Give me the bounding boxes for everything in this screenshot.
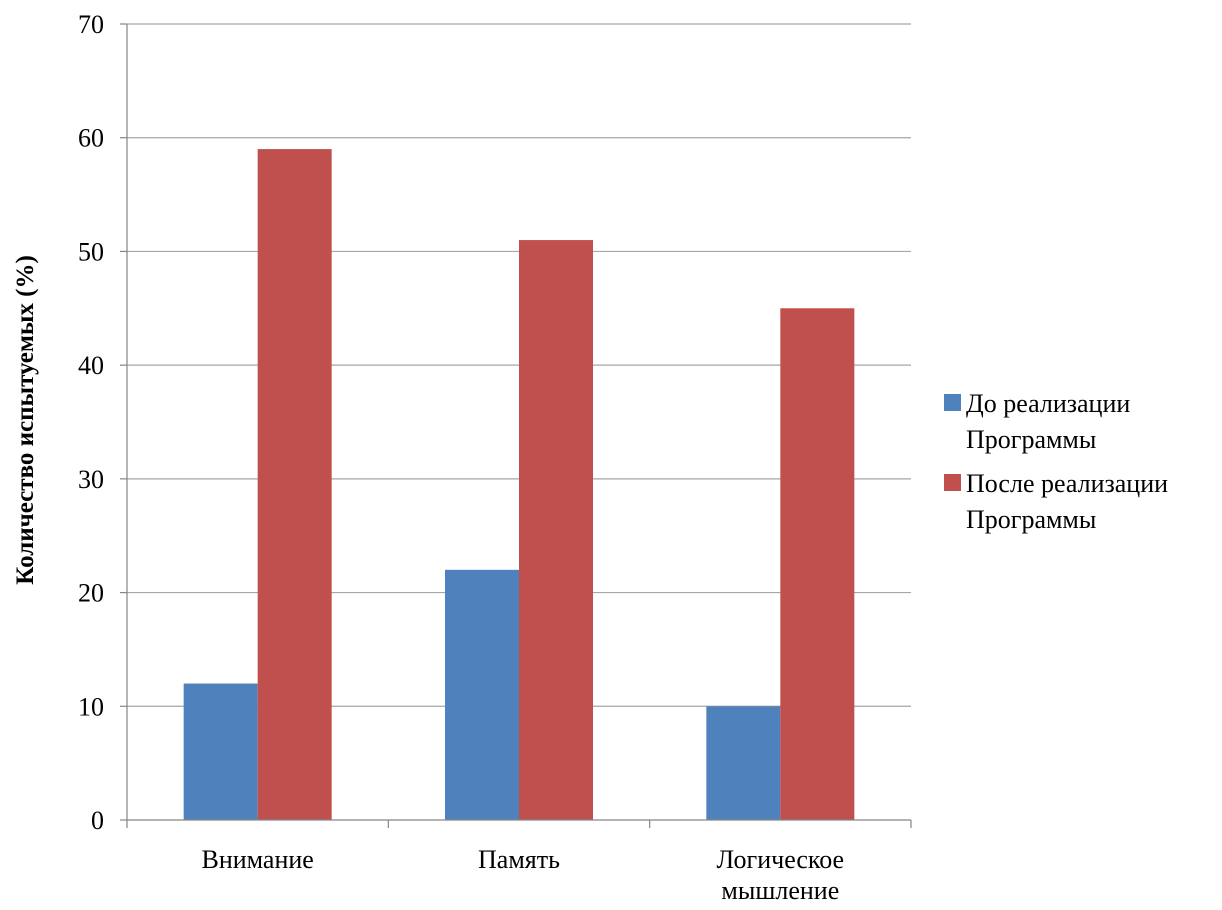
y-tick-label: 40	[78, 351, 104, 380]
legend-label: После реализации Программы	[966, 469, 1168, 534]
y-tick-label: 60	[78, 124, 104, 153]
bar-before-3	[706, 706, 781, 820]
bars	[183, 149, 855, 821]
legend-swatch	[944, 394, 961, 411]
bar-after-3	[780, 308, 855, 820]
bar-before-1	[183, 683, 258, 820]
y-tick-label: 0	[91, 806, 104, 835]
y-tick-label: 50	[78, 237, 104, 266]
y-axis-label: Количество испытуемых (%)	[12, 255, 39, 585]
bar-after-1	[257, 149, 332, 821]
y-tick-label: 20	[78, 579, 104, 608]
axes	[120, 23, 912, 828]
x-tick-labels: Внимание Память Логическое мышление	[201, 845, 844, 905]
x-tick-label: Память	[478, 845, 560, 874]
x-tick-label: Логическое мышление	[717, 845, 845, 905]
x-tick-label: Внимание	[201, 845, 313, 874]
bar-before-2	[445, 569, 519, 820]
y-tick-label: 30	[78, 465, 104, 494]
y-tick-label: 70	[78, 10, 104, 39]
y-tick-label: 10	[78, 692, 104, 721]
legend: До реализации Программы После реализации Пр…	[944, 389, 1168, 534]
legend-label: До реализации Программы	[966, 389, 1130, 454]
y-tick-labels: 0 10 20 30 40 50 60 70	[78, 10, 104, 835]
bar-after-2	[519, 240, 593, 821]
legend-swatch	[944, 474, 961, 491]
